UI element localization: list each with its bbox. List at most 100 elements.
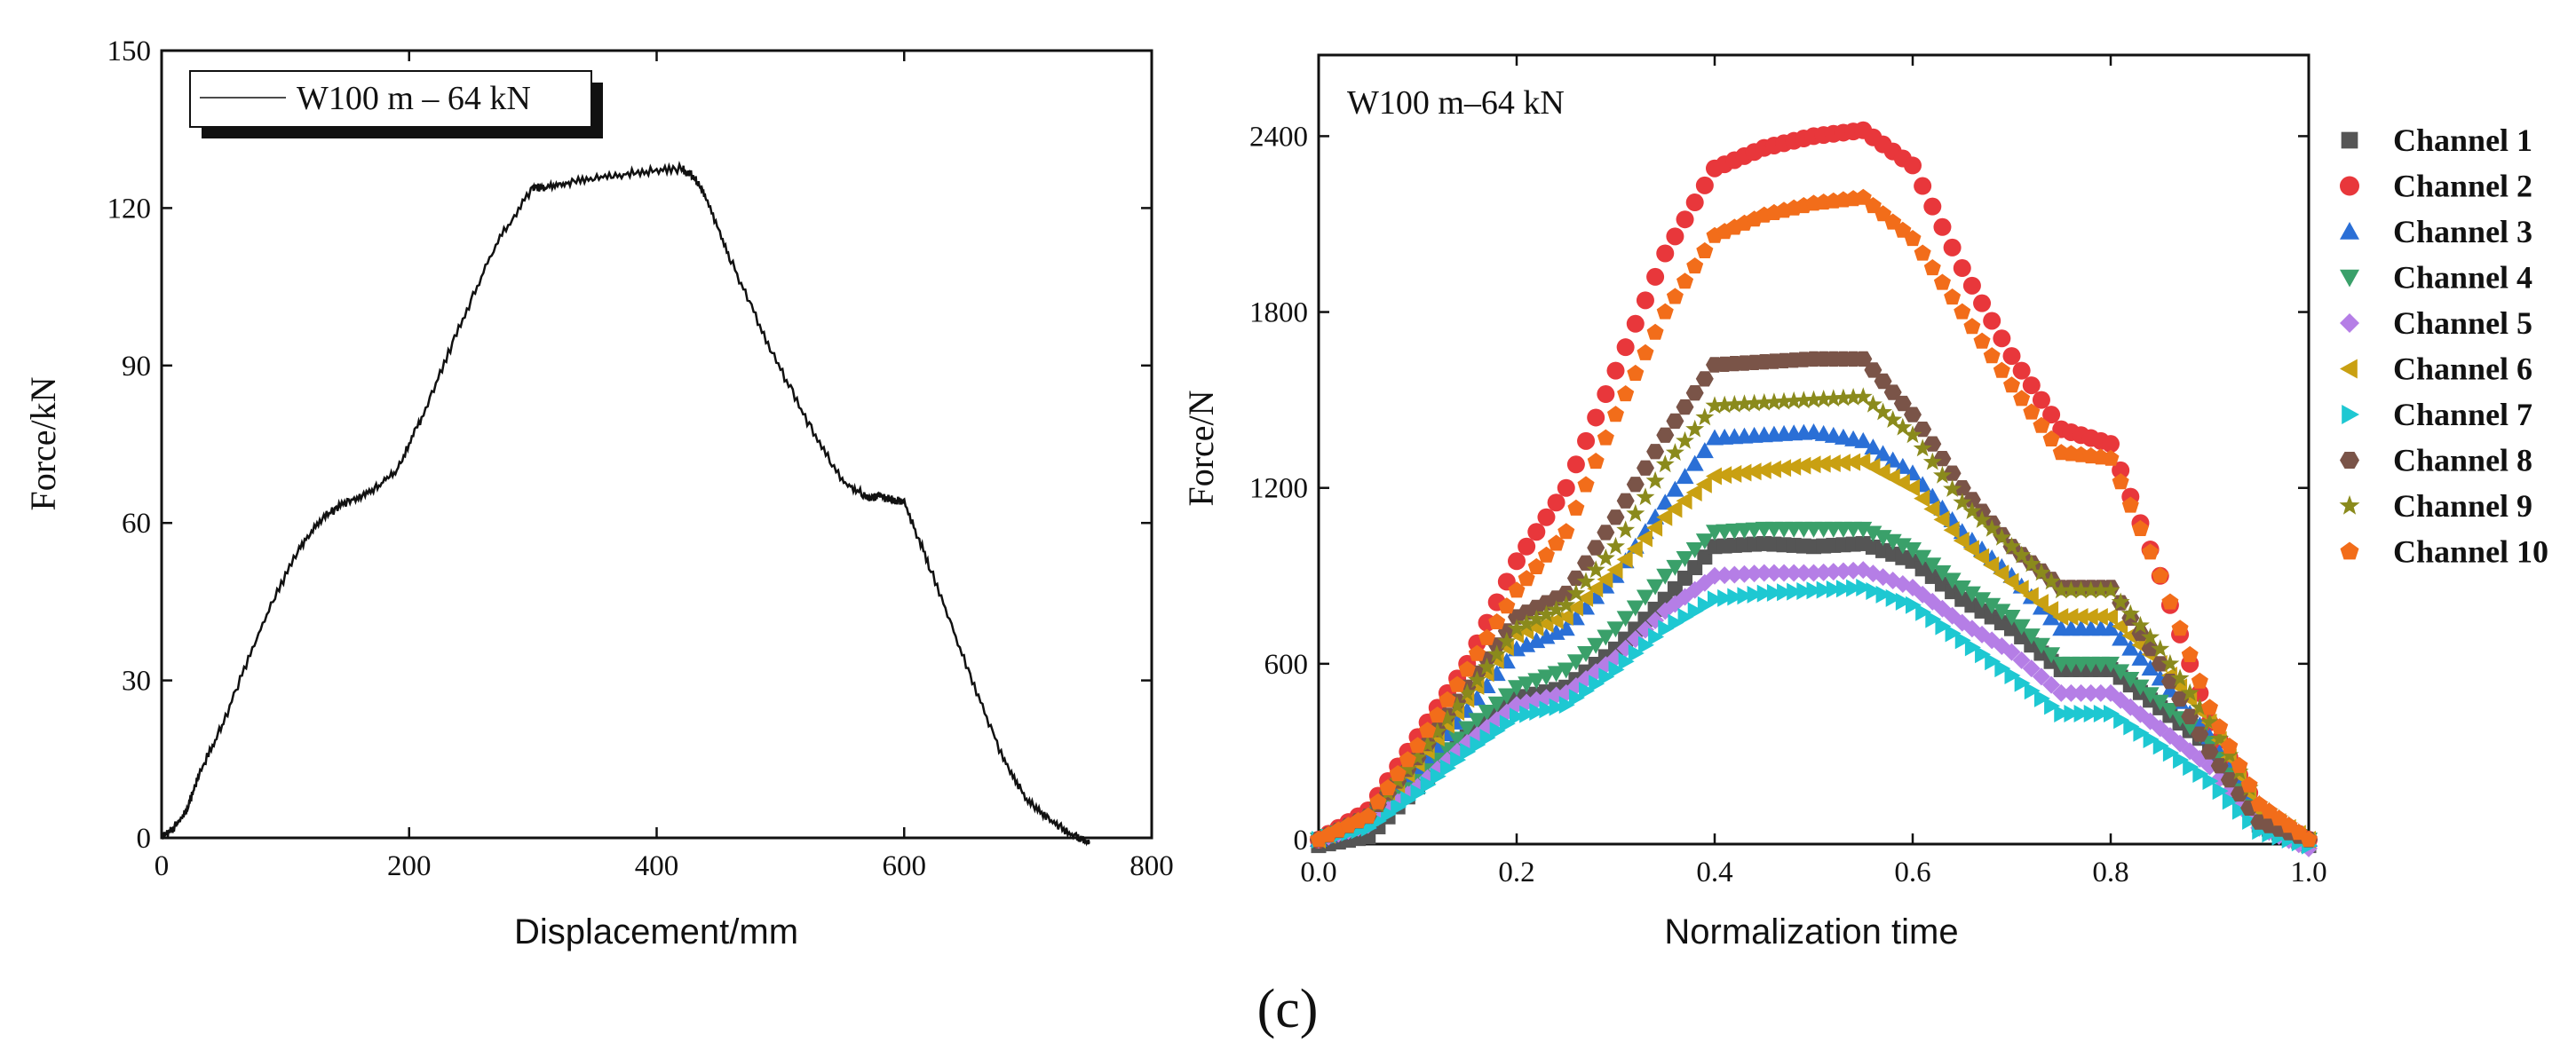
data-point: [2111, 592, 2130, 611]
data-point: [2210, 758, 2229, 774]
data-point: [2064, 704, 2081, 722]
legend-label: Channel 5: [2393, 305, 2532, 341]
data-point: [1548, 534, 1565, 551]
data-point: [1894, 221, 1912, 238]
data-point: [1735, 565, 1754, 583]
data-point: [1874, 530, 1892, 547]
data-point: [2181, 708, 2200, 724]
data-point: [1666, 559, 1684, 576]
data-point: [1537, 628, 1556, 644]
right-x-axis-label: Normalization time: [1664, 912, 1958, 951]
legend-label: Channel 3: [2393, 214, 2532, 249]
data-point: [1915, 603, 1932, 621]
data-point: [2081, 683, 2100, 702]
data-point: [2242, 811, 2259, 830]
data-point: [1953, 493, 1972, 511]
legend-label: Channel 10: [2393, 534, 2548, 570]
data-point: [1756, 584, 1773, 603]
data-point: [1854, 188, 1872, 205]
data-point: [1983, 347, 2001, 364]
data-point: [2022, 587, 2039, 605]
data-point: [1579, 682, 1596, 700]
data-point: [1519, 705, 1536, 723]
data-point: [1656, 508, 1673, 526]
legend-marker: [2340, 452, 2359, 469]
data-point: [1656, 568, 1675, 585]
data-point: [1834, 388, 1853, 407]
data-point: [1637, 343, 1654, 360]
legend-marker: [2340, 359, 2358, 379]
data-point: [1676, 550, 1694, 567]
data-point: [1724, 394, 1744, 413]
left-y-tick-label: 120: [107, 193, 152, 225]
data-point: [2112, 461, 2130, 479]
data-point: [2012, 545, 2032, 564]
data-point: [1993, 361, 2010, 378]
data-point: [1685, 419, 1705, 438]
data-point: [1458, 721, 1477, 738]
data-point: [1775, 459, 1792, 478]
data-point: [1923, 557, 1942, 574]
data-point: [1764, 392, 1784, 411]
data-point: [1508, 581, 1526, 598]
data-point: [1577, 588, 1594, 607]
left-x-tick-label: 800: [1129, 850, 1174, 882]
data-point: [2081, 580, 2101, 599]
data-point: [2042, 406, 2061, 424]
data-point: [2160, 703, 2179, 720]
data-point: [2022, 628, 2041, 645]
data-point: [1379, 778, 1397, 795]
data-point: [1389, 765, 1407, 782]
data-point: [1875, 205, 1892, 222]
data-point: [1875, 585, 1892, 604]
data-point: [1489, 722, 1506, 740]
data-point: [1626, 540, 1643, 558]
data-point: [1784, 391, 1803, 409]
data-point: [2222, 792, 2239, 810]
right-plot-frame: [1317, 53, 2310, 846]
data-point: [2044, 697, 2061, 715]
data-point: [2024, 682, 2041, 700]
data-point: [2183, 758, 2200, 777]
data-point: [1864, 525, 1882, 542]
left-legend-label: W100 m – 64 kN: [297, 80, 531, 117]
data-point: [2210, 729, 2230, 747]
data-point: [2231, 756, 2248, 773]
left-x-tick-label: 400: [635, 850, 679, 882]
data-point: [1835, 580, 1852, 598]
data-point: [2002, 572, 2019, 591]
data-point: [2101, 580, 2120, 599]
data-point: [1943, 572, 1962, 589]
data-point: [1665, 443, 1684, 461]
data-point: [2002, 347, 2021, 366]
data-point: [2151, 639, 2170, 658]
data-point: [1895, 592, 1912, 611]
data-point: [2022, 554, 2041, 572]
data-point: [1597, 525, 1615, 541]
data-point: [1775, 564, 1794, 582]
right-chart-title: W100 m–64 kN: [1347, 84, 1565, 122]
right-x-tick-label: 0.6: [1894, 857, 1930, 888]
data-point: [2131, 615, 2150, 634]
data-point: [1468, 644, 1486, 661]
data-point: [2141, 659, 2160, 676]
legend-marker: [2340, 176, 2359, 196]
data-point: [1666, 227, 1684, 246]
data-point: [1834, 562, 1852, 580]
data-point: [1616, 338, 1635, 357]
data-point: [2052, 608, 2069, 627]
data-point: [1923, 500, 1940, 518]
data-point: [1589, 675, 1605, 693]
data-point: [1737, 587, 1754, 605]
data-point: [1438, 742, 1456, 759]
data-point: [1785, 564, 1803, 582]
data-point: [2190, 698, 2209, 716]
data-point: [1527, 632, 1546, 649]
data-point: [1695, 407, 1715, 426]
right-y-tick-label: 2400: [1249, 121, 1308, 153]
data-point: [1992, 527, 2011, 546]
data-point: [1448, 731, 1467, 748]
data-point: [2200, 744, 2219, 760]
data-point: [1618, 652, 1635, 671]
data-point: [1933, 273, 1951, 290]
